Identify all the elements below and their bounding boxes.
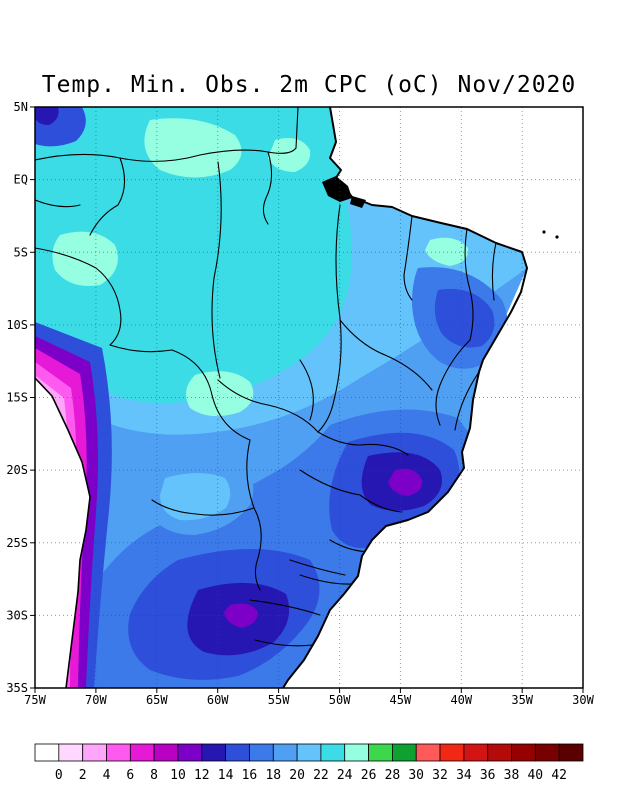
colorbar-swatch [129, 743, 155, 762]
lat-label: 25S [6, 536, 28, 550]
lon-label: 65W [146, 693, 168, 707]
amazon-delta-shape [322, 176, 366, 208]
colorbar-swatch [463, 743, 489, 762]
colorbar-label: 28 [385, 768, 401, 783]
andes-band-4-6 [35, 362, 77, 688]
latitude-axis: 5N EQ 5S 10S 15S 20S 25S 30S 35S [6, 100, 28, 695]
contour-band-24-26-patch [425, 237, 469, 266]
colorbar-swatch [368, 743, 393, 762]
colorbar-swatch [511, 743, 536, 762]
colorbar-swatch [439, 743, 465, 762]
contour-fill-layers [35, 107, 527, 688]
graticule-grid [35, 107, 583, 688]
lat-label: 20S [6, 463, 28, 477]
lon-label: 70W [85, 693, 107, 707]
colorbar-label: 26 [361, 768, 377, 783]
colorbar-swatch [391, 743, 417, 762]
colorbar-swatch [106, 743, 131, 762]
contour-band-22-24-amazon [35, 107, 352, 404]
lat-label: 35S [6, 681, 28, 695]
island-dots [542, 230, 559, 239]
colorbar-label: 16 [242, 768, 258, 783]
contour-band-12-14-corner [35, 107, 59, 125]
colorbar-swatch [558, 743, 584, 762]
lat-label: EQ [14, 173, 28, 187]
colorbar: 0 2 4 6 8 10 12 14 16 18 20 22 24 26 28 … [34, 743, 584, 783]
lon-label: 75W [24, 693, 46, 707]
colorbar-label: 4 [103, 768, 111, 783]
colorbar-swatch [487, 743, 513, 762]
lat-label: 5S [14, 245, 28, 259]
colorbar-swatch [177, 743, 203, 762]
colorbar-swatch [296, 743, 322, 762]
andes-band-below-0 [48, 600, 60, 678]
lon-label: 45W [390, 693, 412, 707]
lat-label: 10S [6, 318, 28, 332]
lon-label: 40W [450, 693, 472, 707]
colorbar-label: 22 [313, 768, 329, 783]
contour-band-10-12-spot [388, 468, 423, 496]
colorbar-swatch [201, 743, 227, 762]
andes-band-2-4 [36, 376, 68, 688]
colorbar-label: 14 [218, 768, 234, 783]
colorbar-swatch [415, 743, 441, 762]
contour-band-24-26-patch [186, 371, 254, 417]
contour-band-20-22-chaco [160, 473, 231, 521]
colorbar-swatch [272, 743, 298, 762]
colorbar-label: 38 [504, 768, 520, 783]
colorbar-label: 12 [194, 768, 210, 783]
chart-title: Temp. Min. Obs. 2m CPC (oC) Nov/2020 [42, 72, 577, 98]
colorbar-label: 6 [126, 768, 134, 783]
lat-label: 15S [6, 391, 28, 405]
lon-label: 60W [207, 693, 229, 707]
lon-label: 35W [511, 693, 533, 707]
colorbar-swatch [225, 743, 250, 762]
colorbar-label: 32 [432, 768, 448, 783]
colorbar-label: 30 [408, 768, 424, 783]
lon-label: 55W [268, 693, 290, 707]
colorbar-label: 34 [456, 768, 472, 783]
colorbar-label: 42 [551, 768, 567, 783]
colorbar-label: 36 [480, 768, 496, 783]
colorbar-label: 2 [79, 768, 87, 783]
contour-band-14-16-northeast-core [434, 288, 495, 348]
lat-label: 30S [6, 608, 28, 622]
contour-band-24-26-patch [144, 118, 242, 178]
andes-band-0-2 [38, 388, 62, 688]
colorbar-swatch [534, 743, 560, 762]
colorbar-swatch [58, 743, 84, 762]
colorbar-swatch [248, 743, 274, 762]
lat-label: 5N [14, 100, 28, 114]
colorbar-swatch [344, 743, 370, 762]
colorbar-label: 20 [289, 768, 305, 783]
colorbar-swatch [82, 743, 107, 762]
colorbar-swatch [34, 743, 60, 762]
andes-band-below-0 [40, 398, 57, 488]
colorbar-label: 0 [55, 768, 63, 783]
longitude-axis: 75W 70W 65W 60W 55W 50W 45W 40W 35W 30W [24, 693, 594, 707]
country-borders [35, 107, 497, 647]
lon-label: 30W [572, 693, 594, 707]
colorbar-label: 40 [527, 768, 543, 783]
contour-band-10-12-spot [224, 603, 258, 628]
lon-label: 50W [329, 693, 351, 707]
axis-ticks [30, 106, 584, 693]
colorbar-swatch [153, 743, 179, 762]
colorbar-label: 8 [150, 768, 158, 783]
colorbar-label: 10 [170, 768, 186, 783]
colorbar-label: 18 [265, 768, 281, 783]
colorbar-label: 24 [337, 768, 353, 783]
coastline-pacific [34, 377, 91, 689]
colorbar-swatch [320, 743, 346, 762]
